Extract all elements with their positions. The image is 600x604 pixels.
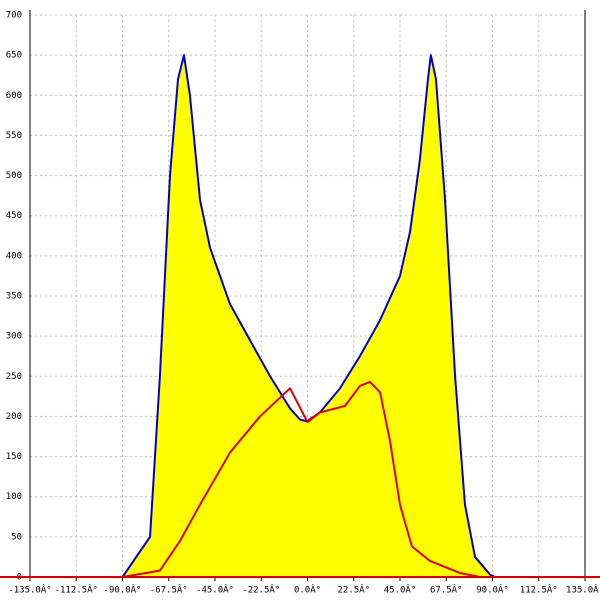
- x-tick-label: 135.0Â°: [566, 584, 600, 596]
- x-tick-label: -45.0Â°: [196, 584, 234, 596]
- x-tick-label: 22.5Â°: [337, 584, 370, 596]
- y-tick-label: 100: [6, 492, 22, 502]
- x-tick-label: -67.5Â°: [150, 584, 188, 596]
- x-tick-label: -135.0Â°: [8, 584, 51, 596]
- y-tick-label: 50: [11, 532, 22, 542]
- x-tick-label: 112.5Â°: [520, 584, 558, 596]
- y-tick-label: 650: [6, 51, 22, 61]
- y-tick-label: 500: [6, 171, 22, 181]
- y-tick-label: 350: [6, 292, 22, 302]
- y-tick-label: 550: [6, 131, 22, 141]
- x-tick-label: 45.0Â°: [384, 584, 417, 596]
- x-tick-label: -90.0Â°: [104, 584, 142, 596]
- y-tick-label: 400: [6, 251, 22, 261]
- y-tick-label: 450: [6, 211, 22, 221]
- y-tick-label: 200: [6, 412, 22, 422]
- x-tick-label: 90.0Â°: [476, 584, 509, 596]
- x-tick-label: -112.5Â°: [55, 584, 98, 596]
- y-tick-label: 600: [6, 91, 22, 101]
- x-tick-label: -22.5Â°: [242, 584, 280, 596]
- x-tick-label: 67.5Â°: [430, 584, 463, 596]
- y-tick-label: 150: [6, 452, 22, 462]
- x-tick-label: 0.0Â°: [294, 584, 321, 596]
- y-tick-label: 700: [6, 11, 22, 21]
- area-fill: [122, 55, 495, 577]
- y-tick-label: 300: [6, 332, 22, 342]
- line: [122, 380, 480, 578]
- y-tick-label: 250: [6, 372, 22, 382]
